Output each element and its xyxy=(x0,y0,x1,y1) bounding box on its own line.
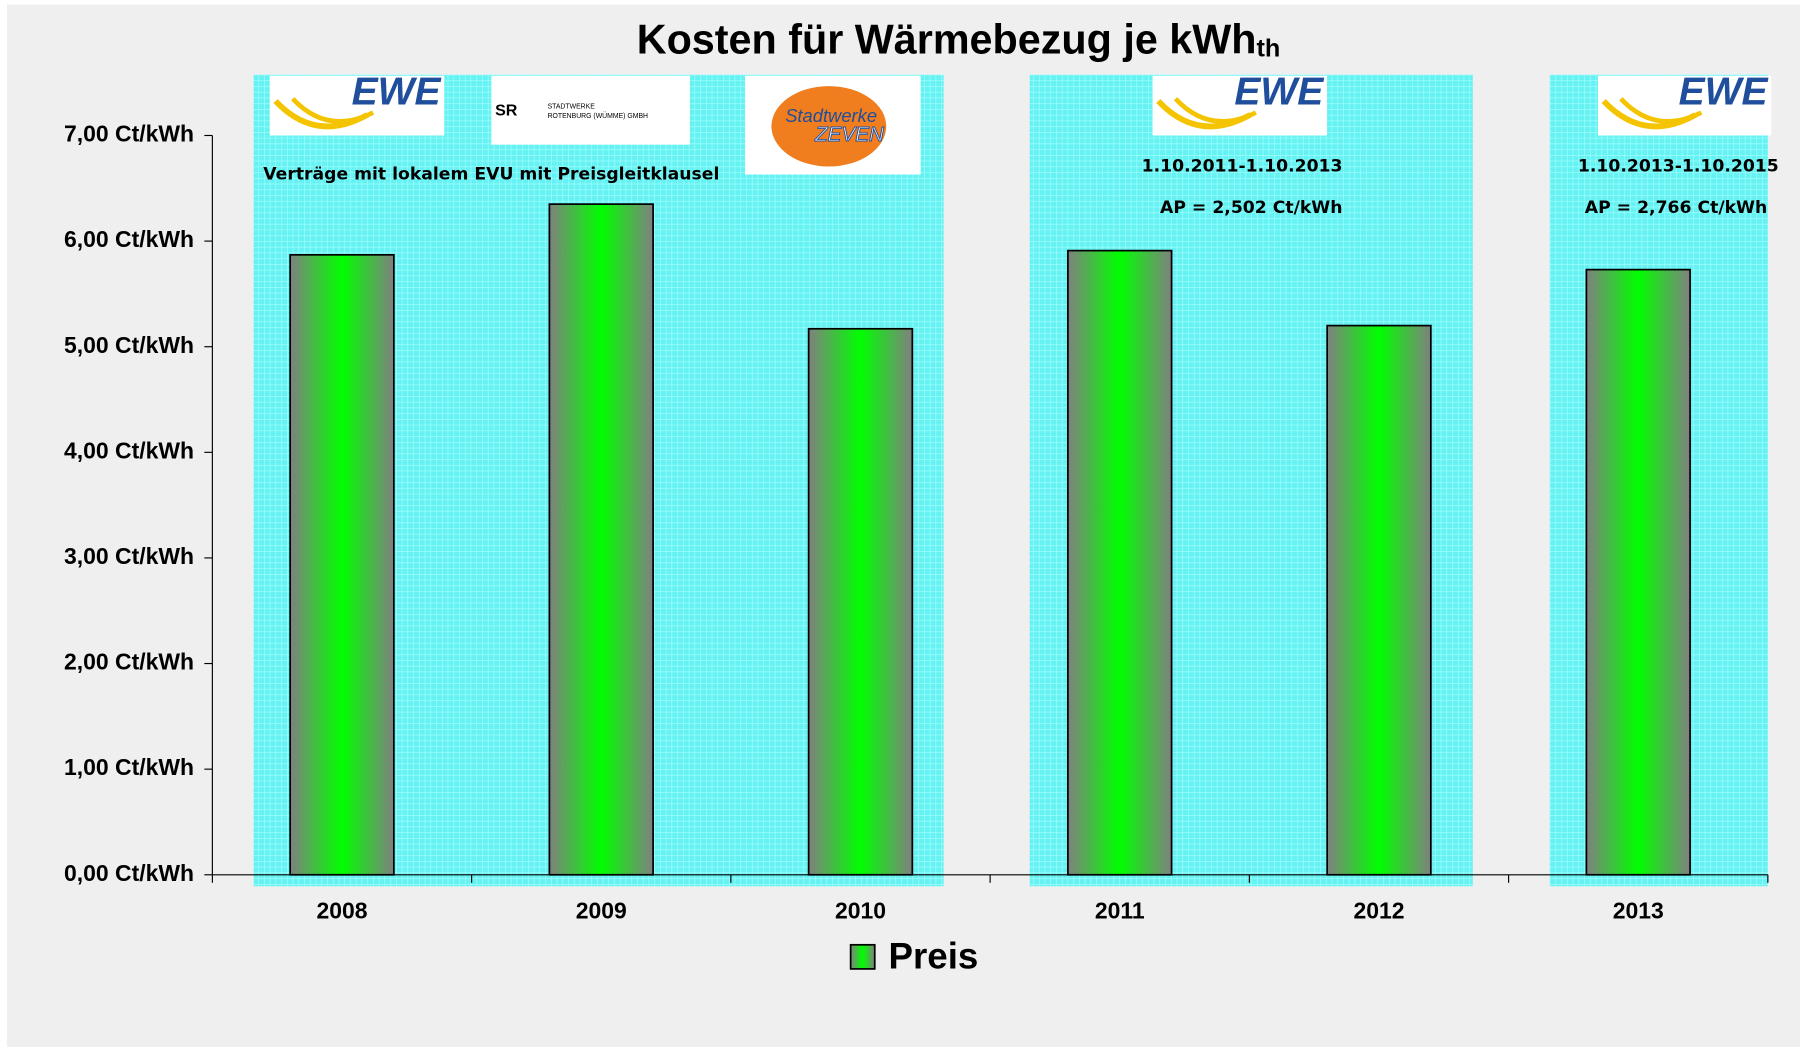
logo-text: EWE xyxy=(1679,70,1769,113)
logo: EWE xyxy=(1152,70,1328,136)
logo-text: ZEVEN xyxy=(814,123,884,146)
annotation: Verträge mit lokalem EVU mit Preisgleitk… xyxy=(263,165,719,185)
bar xyxy=(1067,249,1173,876)
y-tick-label: 1,00 Ct/kWh xyxy=(64,754,194,780)
bar xyxy=(807,327,914,876)
x-tick-label: 2011 xyxy=(1095,898,1145,924)
y-tick-label: 0,00 Ct/kWh xyxy=(64,860,194,886)
annotation: AP = 2,502 Ct/kWh xyxy=(1160,198,1343,218)
y-tick-label: 5,00 Ct/kWh xyxy=(64,332,194,358)
annotation: AP = 2,766 Ct/kWh xyxy=(1585,198,1768,218)
title-sub: th xyxy=(1256,34,1280,62)
x-tick-label: 2012 xyxy=(1353,898,1404,924)
bar xyxy=(289,253,395,876)
title-main: Kosten für Wärmebezug je kWh xyxy=(637,16,1257,62)
y-tick-label: 4,00 Ct/kWh xyxy=(64,437,194,463)
logo: Stadtwerke ZEVEN xyxy=(745,75,921,175)
y-tick-label: 2,00 Ct/kWh xyxy=(64,649,194,675)
y-tick-label: 7,00 Ct/kWh xyxy=(64,121,194,147)
legend-label: Preis xyxy=(889,935,979,976)
bar xyxy=(1326,324,1432,876)
bar xyxy=(1585,268,1691,876)
annotation: 1.10.2011-1.10.2013 xyxy=(1142,156,1343,176)
logo-text: Stadtwerke xyxy=(785,105,877,126)
logo: SR STADTWERKE ROTENBURG (WÜMME) GMBH xyxy=(491,75,690,145)
logo: EWE xyxy=(1597,70,1772,136)
y-tick-label: 3,00 Ct/kWh xyxy=(64,543,194,569)
logo-text: STADTWERKE xyxy=(548,104,596,111)
x-tick-label: 2009 xyxy=(576,898,627,924)
x-tick-label: 2013 xyxy=(1613,898,1664,924)
logo-text: ROTENBURG (WÜMME) GMBH xyxy=(548,112,648,120)
x-tick-label: 2008 xyxy=(316,898,367,924)
legend-swatch xyxy=(849,943,876,970)
logo-text: EWE xyxy=(1234,70,1324,113)
annotation: 1.10.2013-1.10.2015 xyxy=(1578,156,1779,176)
logo-text: EWE xyxy=(352,70,442,113)
bar xyxy=(548,203,654,876)
x-tick-label: 2010 xyxy=(835,898,886,924)
y-tick-label: 6,00 Ct/kWh xyxy=(64,226,194,252)
logo: EWE xyxy=(269,70,445,136)
chart-title: Kosten für Wärmebezug je kWhth xyxy=(637,16,1281,62)
logo-text: SR xyxy=(495,102,518,120)
